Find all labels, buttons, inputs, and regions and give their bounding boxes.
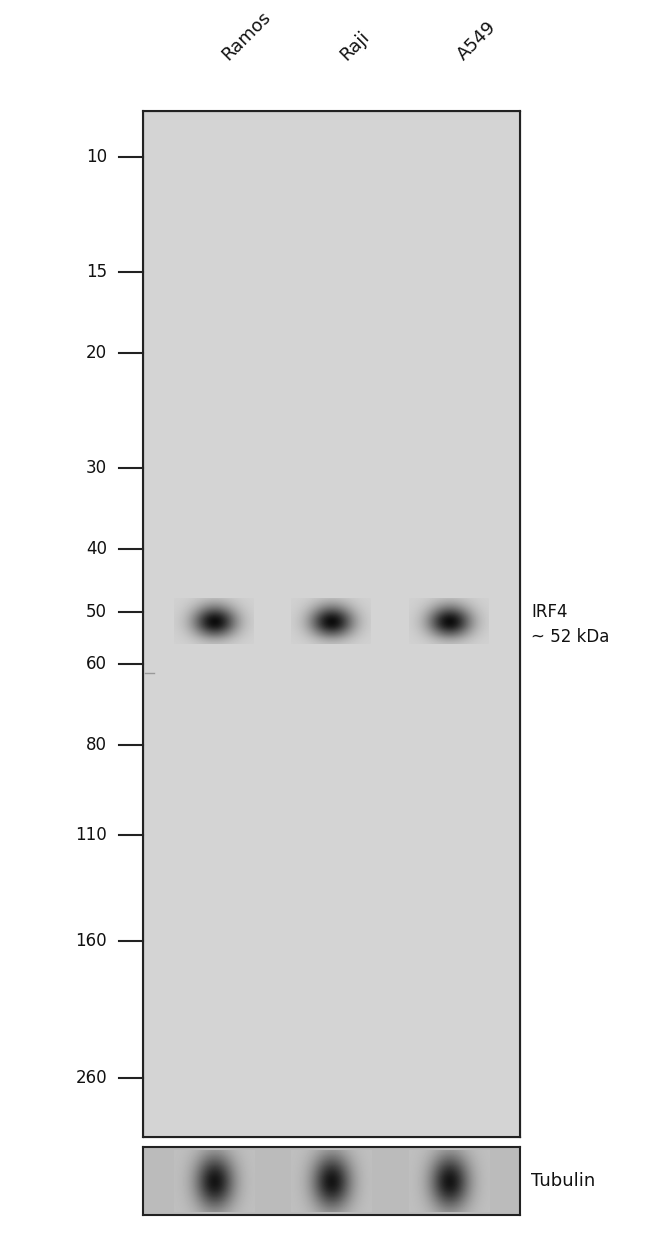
- Text: ~ 52 kDa: ~ 52 kDa: [531, 628, 610, 645]
- Text: 80: 80: [86, 737, 107, 754]
- Text: IRF4: IRF4: [531, 603, 568, 622]
- Text: 30: 30: [86, 459, 107, 477]
- Text: Tubulin: Tubulin: [531, 1172, 595, 1190]
- Text: Raji: Raji: [336, 28, 372, 64]
- Text: A549: A549: [454, 19, 500, 64]
- Text: 160: 160: [75, 932, 107, 950]
- Text: 40: 40: [86, 540, 107, 559]
- Text: 10: 10: [86, 148, 107, 166]
- Text: 110: 110: [75, 826, 107, 844]
- Text: 50: 50: [86, 603, 107, 622]
- Text: Ramos: Ramos: [218, 9, 274, 64]
- Text: 20: 20: [86, 344, 107, 362]
- Text: 260: 260: [75, 1069, 107, 1088]
- Text: 15: 15: [86, 263, 107, 281]
- Text: 60: 60: [86, 655, 107, 672]
